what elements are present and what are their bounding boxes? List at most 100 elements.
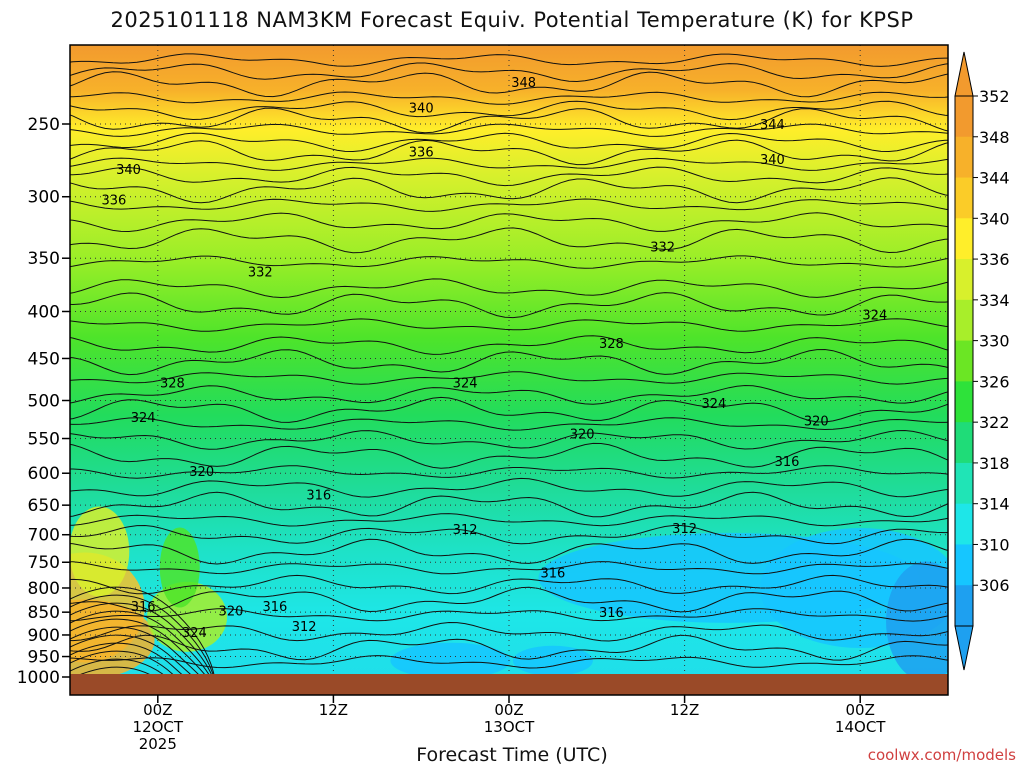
x-tick-label: 00Z (143, 701, 172, 719)
contour-line (70, 491, 948, 518)
y-tick-label: 650 (28, 496, 60, 516)
y-tick-label: 300 (28, 188, 60, 208)
colorbar-segment (955, 218, 973, 260)
contour-line (70, 335, 948, 355)
colorbar-tick-label: 326 (979, 372, 1010, 391)
shaded-region (70, 506, 130, 597)
credit-text: coolwx.com/models (867, 746, 1016, 764)
y-tick-label: 350 (28, 249, 60, 269)
contour-label: 316 (262, 600, 287, 615)
shaded-region (147, 581, 228, 652)
contour-line (70, 132, 948, 153)
contour-line (70, 477, 948, 498)
colorbar-tick-label: 318 (979, 454, 1010, 473)
contour-label: 348 (511, 76, 536, 91)
y-tick-label: 800 (28, 579, 60, 599)
contour-line (70, 371, 948, 385)
shaded-region (886, 561, 948, 682)
contour-label: 324 (701, 397, 726, 412)
contour-line (70, 642, 217, 695)
contour-line (70, 650, 217, 695)
contour-line (70, 198, 948, 212)
x-tick-label: 14OCT (835, 718, 886, 736)
contour-label: 320 (189, 465, 214, 480)
contour-label: 320 (570, 427, 595, 442)
contour-line (70, 586, 217, 695)
contour-line (70, 292, 948, 319)
ground-surface (70, 674, 948, 695)
contour-label: 312 (672, 522, 697, 537)
contour-label: 336 (101, 193, 126, 208)
contour-label: 336 (409, 146, 434, 161)
x-tick-label: 00Z (494, 701, 523, 719)
contour-label: 328 (599, 337, 624, 352)
colorbar-segment (955, 422, 973, 464)
contour-label: 316 (540, 567, 565, 582)
colorbar-tick-label: 348 (979, 128, 1010, 147)
shaded-region (390, 642, 511, 679)
contour-label: 316 (131, 600, 156, 615)
y-tick-label: 600 (28, 464, 60, 484)
colorbar-segment (955, 544, 973, 586)
colorbar-segment (955, 177, 973, 219)
chart-title: 2025101118 NAM3KM Forecast Equiv. Potent… (110, 8, 914, 32)
contour-label: 316 (775, 455, 800, 470)
contour-line (70, 71, 948, 98)
contour-label: 312 (292, 620, 317, 635)
contour-line (70, 442, 948, 469)
colorbar-bottom-arrow (954, 625, 974, 671)
contour-label: 312 (453, 523, 478, 538)
contour-line (70, 594, 217, 695)
colorbar-tick-label: 340 (979, 209, 1010, 228)
contour-line (70, 429, 948, 450)
y-tick-label: 400 (28, 302, 60, 322)
contour-line (70, 278, 948, 299)
contour-label: 316 (599, 606, 624, 621)
colorbar-segment (955, 299, 973, 342)
contour-line (70, 107, 948, 134)
contour-label: 328 (160, 377, 185, 392)
y-tick-label: 1000 (17, 668, 60, 688)
contour-line (70, 318, 948, 332)
y-tick-label: 450 (28, 349, 60, 369)
y-tick-label: 250 (28, 115, 60, 135)
colorbar-segment (955, 96, 973, 138)
colorbar-tick-label: 330 (979, 332, 1010, 351)
x-tick-label: 00Z (846, 701, 875, 719)
colorbar-segment (955, 340, 973, 382)
contour-line (70, 524, 948, 545)
x-tick-label: 12OCT (133, 718, 184, 736)
colorbar-frame (954, 95, 974, 627)
contour-label: 324 (862, 308, 887, 323)
contour-line (70, 465, 948, 479)
contour-label: 324 (131, 411, 156, 426)
colorbar-segment (955, 381, 973, 423)
y-tick-label: 500 (28, 392, 60, 412)
contour-label: 340 (409, 102, 434, 117)
colorbar-tick-label: 334 (979, 291, 1010, 310)
contour-line (70, 227, 948, 254)
contour-line (70, 513, 948, 527)
x-axis-label: Forecast Time (UTC) (416, 744, 608, 766)
x-tick-label: 12Z (319, 701, 348, 719)
contour-line (70, 157, 948, 171)
x-tick-label: 12Z (670, 701, 699, 719)
colorbar-tick-label: 310 (979, 535, 1010, 554)
colorbar-tick-label: 336 (979, 250, 1010, 269)
contour-line (70, 417, 948, 431)
y-tick-label: 700 (28, 526, 60, 546)
contour-label: 320 (219, 604, 244, 619)
contour-label: 320 (804, 415, 829, 430)
contour-label: 340 (116, 163, 141, 178)
contour-line (70, 384, 948, 405)
colorbar-segment (955, 136, 973, 179)
colorbar-tick-label: 352 (979, 87, 1010, 106)
colorbar-top-arrow (954, 51, 974, 97)
contour-line (70, 255, 948, 269)
colorbar-segment (955, 503, 973, 545)
contour-label: 332 (248, 266, 273, 281)
x-tick-label: 13OCT (484, 718, 535, 736)
contour-line (70, 212, 948, 233)
contour-line (70, 348, 948, 376)
